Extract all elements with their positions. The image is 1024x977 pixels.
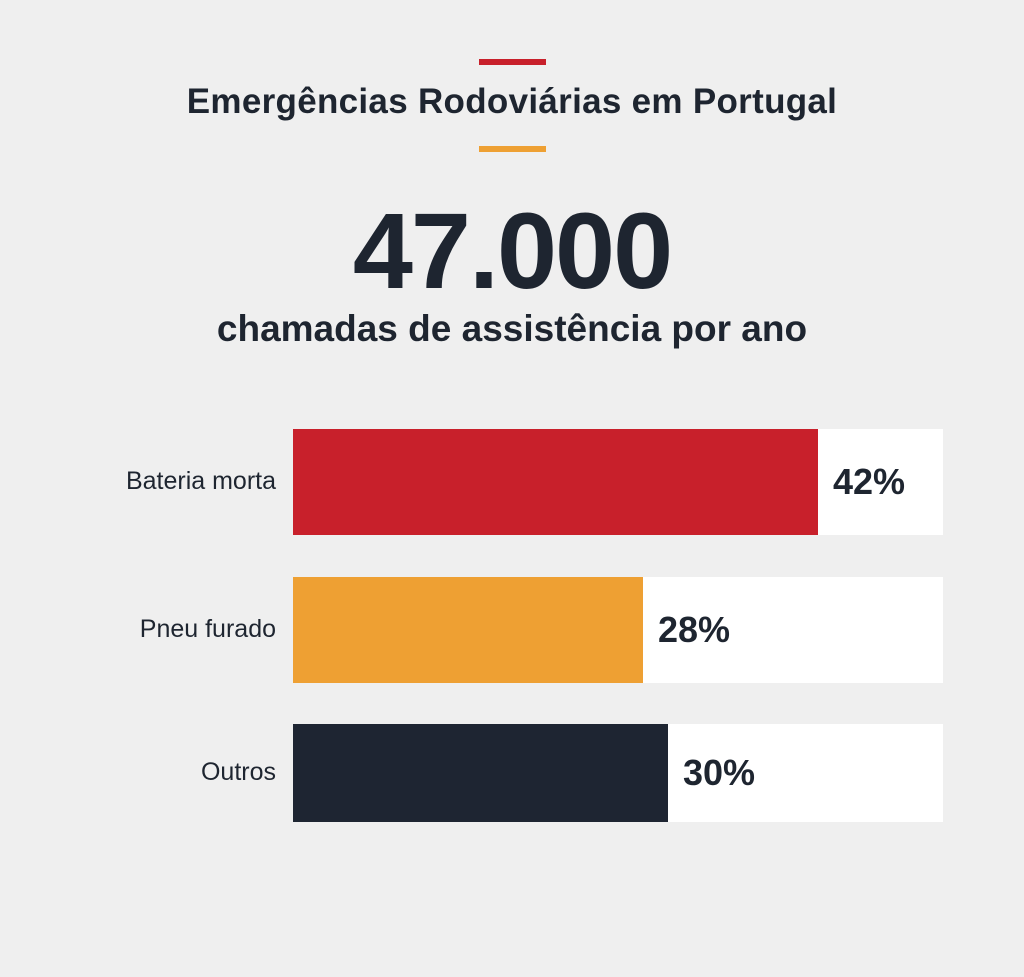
value-label: 28% [658,609,731,650]
accent-line-bottom [479,146,546,152]
bar-row: Bateria morta 42% [0,429,1024,535]
bar-track: 42% [293,429,943,535]
bar-row: Outros 30% [0,724,1024,822]
bar [293,429,818,535]
accent-line-top [479,59,546,65]
value-label: 30% [683,752,756,793]
bar-track: 28% [293,577,943,683]
headline-number: 47.000 [352,190,673,311]
value-label: 42% [833,461,906,502]
category-label: Outros [200,758,276,786]
category-label: Pneu furado [139,615,276,643]
page-title: Emergências Rodoviárias em Portugal [186,82,838,121]
bar-row: Pneu furado 28% [0,577,1024,683]
category-label: Bateria morta [125,467,276,495]
headline-caption: chamadas de assistência por ano [216,308,808,349]
bar [293,724,668,822]
bar [293,577,643,683]
bar-track: 30% [293,724,943,822]
